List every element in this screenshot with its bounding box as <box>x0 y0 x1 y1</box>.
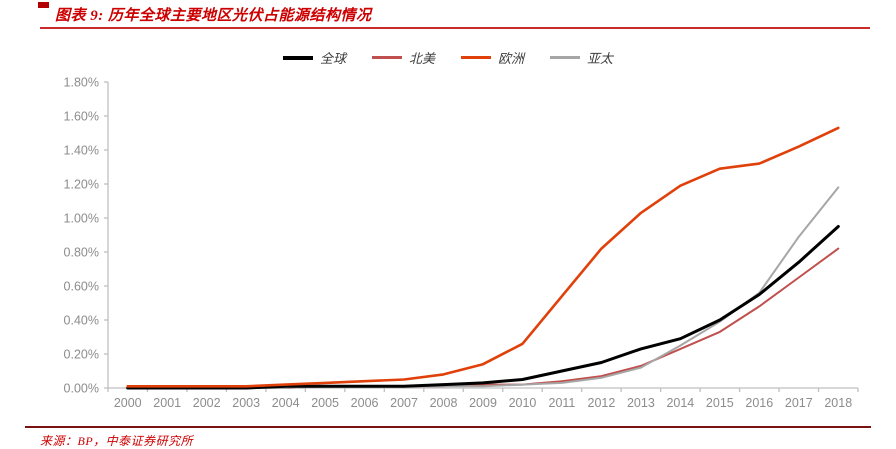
x-tick-label: 2010 <box>509 396 537 410</box>
y-tick-label: 1.80% <box>64 76 99 90</box>
chart-legend: 全球 北美 欧洲 亚太 <box>0 48 896 67</box>
legend-label-europe: 欧洲 <box>498 51 525 66</box>
source-note: 来源：BP，中泰证券研究所 <box>40 434 194 448</box>
legend-label-asia-pacific: 亚太 <box>587 51 614 66</box>
legend-label-north-america: 北美 <box>408 51 435 66</box>
legend-item-global: 全球 <box>282 48 346 67</box>
legend-line-europe-icon <box>461 56 491 59</box>
footer-divider <box>25 426 871 428</box>
series-line-2 <box>126 126 840 388</box>
y-tick-label: 0.20% <box>64 348 99 362</box>
legend-line-asia-pacific-icon <box>550 56 581 59</box>
x-tick-label: 2013 <box>627 396 655 410</box>
x-tick-label: 2016 <box>745 396 773 410</box>
x-tick-label: 2011 <box>549 396 576 410</box>
legend-item-europe: 欧洲 <box>461 48 524 67</box>
legend-label-global: 全球 <box>319 51 346 66</box>
x-tick-label: 2018 <box>824 396 852 410</box>
series-line-3 <box>126 186 840 389</box>
x-tick-label: 2017 <box>785 396 813 410</box>
x-tick-label: 2008 <box>430 396 458 410</box>
x-tick-label: 2012 <box>588 396 616 410</box>
y-tick-label: 1.00% <box>64 212 99 226</box>
figure-title: 图表 9: 历年全球主要地区光伏占能源结构情况 <box>55 8 372 24</box>
legend-item-asia-pacific: 亚太 <box>550 48 613 67</box>
x-tick-label: 2002 <box>193 396 221 410</box>
x-tick-label: 2000 <box>114 396 142 410</box>
y-tick-label: 0.40% <box>64 314 99 328</box>
y-tick-label: 1.20% <box>64 178 99 192</box>
legend-line-global-icon <box>282 55 313 60</box>
x-tick-label: 2003 <box>232 396 260 410</box>
legend-line-north-america-icon <box>371 56 402 59</box>
y-tick-label: 0.80% <box>64 246 99 260</box>
legend-item-north-america: 北美 <box>371 48 435 67</box>
x-tick-label: 2014 <box>666 396 694 410</box>
series-line-1 <box>126 247 840 389</box>
series-line-0 <box>126 225 840 390</box>
x-tick-label: 2001 <box>153 396 181 410</box>
title-bullet-square <box>38 2 49 8</box>
y-tick-label: 0.00% <box>64 382 99 396</box>
title-divider <box>40 27 870 29</box>
y-tick-label: 1.40% <box>64 144 99 158</box>
x-tick-label: 2015 <box>706 396 734 410</box>
x-tick-label: 2009 <box>469 396 497 410</box>
x-tick-label: 2007 <box>390 396 418 410</box>
x-tick-label: 2004 <box>272 396 300 410</box>
y-tick-label: 1.60% <box>64 110 99 124</box>
x-tick-label: 2006 <box>351 396 379 410</box>
y-tick-label: 0.60% <box>64 280 99 294</box>
x-tick-label: 2005 <box>311 396 339 410</box>
